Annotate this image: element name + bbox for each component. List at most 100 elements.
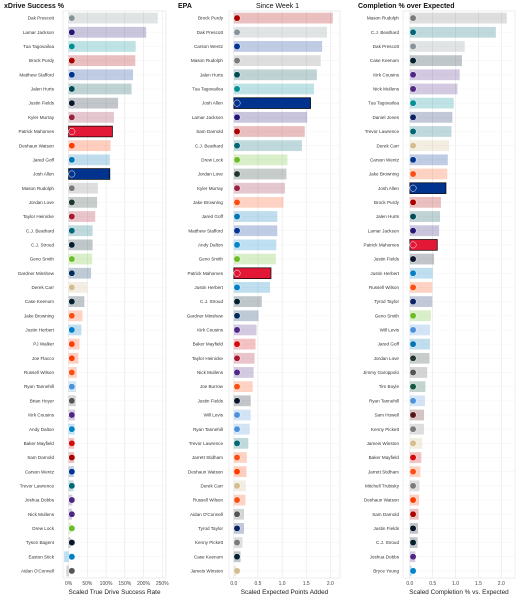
bar — [409, 97, 454, 109]
bar — [233, 324, 257, 336]
team-logo-icon — [68, 113, 76, 121]
player-label: Deshaun Watson — [188, 469, 224, 474]
bar — [409, 140, 450, 152]
player-label: Jameis Winston — [367, 441, 400, 446]
player-label: Matthew Stafford — [19, 72, 54, 77]
team-logo-icon — [68, 170, 76, 178]
team-logo-icon — [68, 298, 76, 306]
team-logo-icon — [68, 283, 76, 291]
team-logo-icon — [68, 227, 76, 235]
player-label: Andy Dalton — [29, 427, 54, 432]
player-label: Gardner Minshew — [187, 313, 224, 318]
team-logo-icon — [409, 113, 417, 121]
player-label: Trevor Lawrence — [189, 441, 224, 446]
bar — [68, 196, 98, 208]
player-label: Derek Carr — [377, 143, 400, 148]
player-label: Tua Tagovailoa — [23, 44, 54, 49]
player-label: Jordan Love — [198, 172, 224, 177]
team-logo-icon — [233, 241, 241, 249]
player-label: Kirk Cousins — [197, 328, 223, 333]
bar — [233, 437, 249, 449]
team-logo-icon — [409, 482, 417, 490]
bar — [409, 12, 507, 24]
player-label: Andy Dalton — [198, 242, 223, 247]
team-logo-icon — [233, 567, 241, 575]
team-logo-icon — [233, 227, 241, 235]
player-label: Lamar Jackson — [192, 115, 224, 120]
player-label: Kenny Pickett — [371, 427, 400, 432]
chart-subtitle: Since Week 1 — [256, 3, 299, 10]
bar — [409, 253, 435, 265]
bar — [68, 69, 134, 81]
bar — [409, 324, 430, 336]
bar — [233, 26, 327, 38]
team-logo-icon — [233, 14, 241, 22]
player-label: Jake Browning — [24, 313, 55, 318]
panel-2: EPA Since Week 1 0.0 0.5 1.0 1.5 2.0 Brock Purd… — [178, 3, 341, 596]
bar — [409, 55, 462, 66]
bar — [409, 267, 433, 279]
plot-area — [228, 10, 341, 579]
player-label: Aidan O'Connell — [21, 569, 54, 574]
chart-title: Completion % over Expected — [358, 3, 454, 10]
player-label: Joe Burrow — [200, 384, 224, 389]
team-logo-icon — [68, 397, 76, 405]
bar — [409, 367, 428, 378]
player-label: Justin Fields — [373, 526, 399, 531]
player-label: Ryan Tannehill — [24, 384, 54, 389]
bar — [233, 367, 254, 378]
team-logo-icon — [68, 340, 76, 348]
bar — [409, 168, 448, 180]
bar — [409, 409, 425, 421]
bar — [233, 12, 333, 24]
player-label: Bryce Young — [373, 569, 399, 574]
bar — [233, 69, 317, 81]
chart-title: xDrive Success % — [4, 3, 65, 10]
bar — [68, 253, 93, 265]
bar — [68, 83, 132, 95]
player-label: Carson Wentz — [194, 44, 224, 49]
team-logo-icon — [68, 255, 76, 263]
chart-title: EPA — [178, 3, 192, 10]
bar — [233, 140, 302, 152]
player-label: Jalen Hurts — [31, 87, 55, 92]
player-label: Derek Carr — [32, 285, 55, 290]
player-label: Russell Wilson — [369, 285, 400, 290]
bar — [409, 69, 460, 81]
player-label: Kyler Murray — [28, 115, 55, 120]
team-logo-icon — [233, 85, 241, 93]
x-tick-label: 0.0 — [406, 581, 413, 587]
bar — [68, 12, 158, 24]
x-tick-label: 0.0 — [230, 581, 237, 587]
team-logo-icon — [233, 340, 241, 348]
team-logo-icon — [233, 553, 241, 561]
player-label: Mitchell Trubisky — [365, 483, 400, 488]
bar — [409, 423, 425, 435]
player-label: Tyson Bagent — [26, 540, 55, 545]
team-logo-icon — [68, 184, 76, 192]
team-logo-icon — [233, 113, 241, 121]
player-label: Jake Browning — [369, 172, 400, 177]
player-label: Patrick Mahomes — [364, 242, 400, 247]
bar — [233, 211, 278, 222]
team-logo-icon — [409, 439, 417, 447]
team-logo-icon — [233, 425, 241, 433]
player-label: Tyrod Taylor — [198, 526, 223, 531]
team-logo-icon — [68, 57, 76, 65]
bar — [68, 267, 92, 279]
team-logo-icon — [68, 496, 76, 504]
player-label: Trevor Lawrence — [20, 483, 55, 488]
bar — [233, 310, 259, 322]
team-logo-icon — [233, 524, 241, 532]
player-label: Justin Fields — [197, 398, 223, 403]
team-logo-icon — [68, 539, 76, 547]
player-label: Sam Darnold — [196, 129, 223, 134]
bar — [233, 282, 271, 293]
team-logo-icon — [68, 14, 76, 22]
player-label: Jarrett Stidham — [368, 469, 399, 474]
team-logo-icon — [409, 454, 417, 461]
team-logo-icon — [409, 312, 417, 320]
team-logo-icon — [409, 397, 417, 405]
player-label: C.J. Beathard — [195, 143, 224, 148]
